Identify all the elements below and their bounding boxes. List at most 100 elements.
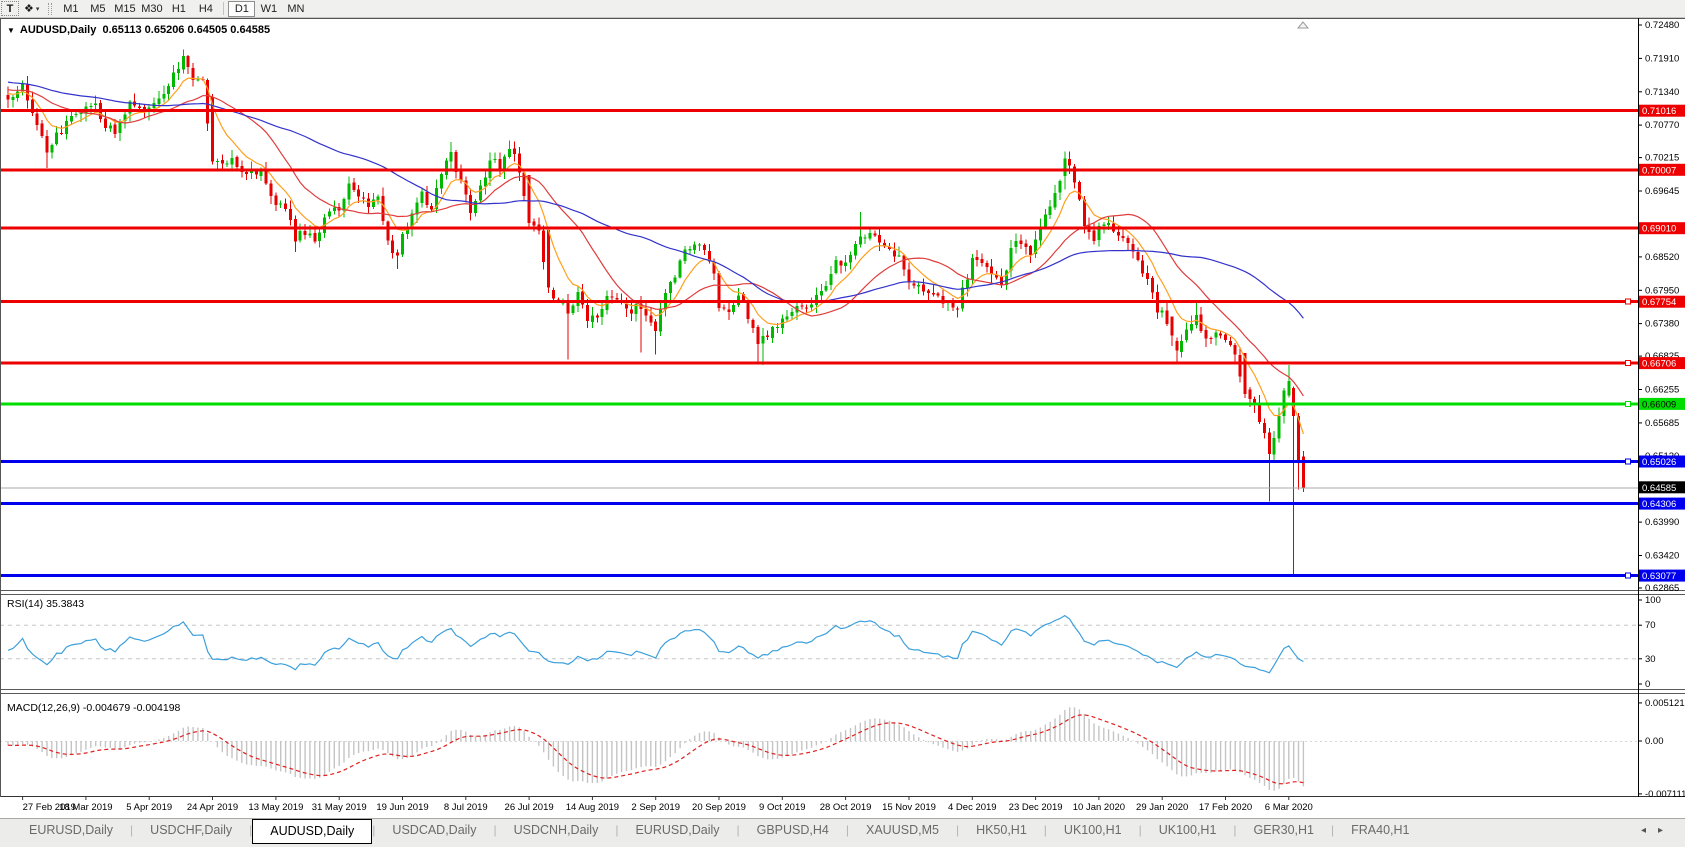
macd-name: MACD(12,26,9) xyxy=(7,702,80,714)
chart-tab-bar: EURUSD,Daily | USDCHF,Daily | AUDUSD,Daily | U… xyxy=(0,818,1685,847)
tab-divider: | xyxy=(249,823,253,837)
svg-text:27 Feb 2019: 27 Feb 2019 xyxy=(23,802,76,813)
svg-text:9 Oct 2019: 9 Oct 2019 xyxy=(759,802,805,813)
svg-text:0: 0 xyxy=(1645,679,1650,690)
macd-histogram xyxy=(7,707,1305,791)
toolbar-grip[interactable] xyxy=(48,2,53,15)
svg-text:0.71340: 0.71340 xyxy=(1645,87,1679,98)
timeframe-button-w1[interactable]: W1 xyxy=(260,2,278,15)
svg-text:4 Dec 2019: 4 Dec 2019 xyxy=(948,802,997,813)
chart-shift-marker-icon[interactable] xyxy=(1296,21,1310,29)
svg-text:0.67754: 0.67754 xyxy=(1642,297,1676,308)
chart-tab-uk100-h1[interactable]: UK100,H1 xyxy=(1063,823,1122,837)
symbol-name: AUDUSD,Daily xyxy=(19,24,97,36)
svg-text:17 Feb 2020: 17 Feb 2020 xyxy=(1199,802,1252,813)
tab-scroll-arrows[interactable]: ◂▸ xyxy=(1641,825,1675,836)
timeframe-button-m5[interactable]: M5 xyxy=(90,2,106,15)
tab-divider: | xyxy=(955,823,960,837)
chart-symbol-title[interactable]: ▼ AUDUSD,Daily 0.65113 0.65206 0.64505 0.… xyxy=(7,24,270,36)
svg-text:5 Apr 2019: 5 Apr 2019 xyxy=(126,802,172,813)
svg-text:0.70215: 0.70215 xyxy=(1645,153,1679,164)
timeframe-button-d1[interactable]: D1 xyxy=(228,0,256,17)
candles-layer xyxy=(6,49,1305,576)
svg-text:18 Mar 2019: 18 Mar 2019 xyxy=(59,802,112,813)
chart-tab-uk100-h1[interactable]: UK100,H1 xyxy=(1158,823,1217,837)
panel-frame xyxy=(0,18,1685,797)
tab-divider: | xyxy=(1331,823,1335,837)
chart-tab-xauusd-m5[interactable]: XAUUSD,M5 xyxy=(866,823,939,837)
svg-text:0.70770: 0.70770 xyxy=(1645,120,1679,131)
styler-icon: ❖ xyxy=(24,3,34,15)
tab-divider: | xyxy=(372,823,376,837)
svg-text:19 Jun 2019: 19 Jun 2019 xyxy=(376,802,428,813)
chart-dropdown-icon[interactable]: ▼ xyxy=(7,26,15,35)
svg-text:0.71016: 0.71016 xyxy=(1642,106,1676,117)
macd-panel xyxy=(0,707,1638,791)
macd-signal-line xyxy=(7,714,1304,785)
svg-text:0.65026: 0.65026 xyxy=(1642,457,1676,468)
tab-divider: | xyxy=(1043,823,1047,837)
chevron-down-icon: ▾ xyxy=(35,5,40,13)
chart-tab-gbpusd-h4[interactable]: GBPUSD,H4 xyxy=(756,823,829,837)
rsi-indicator-label: RSI(14) 35.3843 xyxy=(7,598,84,610)
rsi-panel xyxy=(0,614,1638,674)
chart-tab-audusd-daily[interactable]: AUDUSD,Daily xyxy=(252,819,373,844)
svg-text:0.72480: 0.72480 xyxy=(1645,20,1679,31)
chart-tab-ger30-h1[interactable]: GER30,H1 xyxy=(1253,823,1314,837)
svg-text:0.62865: 0.62865 xyxy=(1645,583,1679,594)
chart-tab-eurusd-daily[interactable]: EURUSD,Daily xyxy=(29,823,114,837)
chart-tab-hk50-h1[interactable]: HK50,H1 xyxy=(976,823,1027,837)
svg-text:31 May 2019: 31 May 2019 xyxy=(312,802,367,813)
tab-scroll-right-icon[interactable]: ▸ xyxy=(1657,825,1675,836)
timeframe-button-m30[interactable]: M30 xyxy=(141,2,163,15)
chart-tab-eurusd-daily[interactable]: EURUSD,Daily xyxy=(635,823,720,837)
svg-text:0.64585: 0.64585 xyxy=(1642,483,1676,494)
tab-divider: | xyxy=(493,823,497,837)
timeframe-button-mn[interactable]: MN xyxy=(287,2,305,15)
rsi-line xyxy=(7,614,1304,674)
chart-canvas[interactable]: 0.72480 0.71910 0.71340 0.70770 0.70215 0.696… xyxy=(0,18,1685,818)
tab-divider: | xyxy=(845,823,849,837)
text-tool-button[interactable]: T xyxy=(1,1,19,16)
svg-text:0.63077: 0.63077 xyxy=(1642,571,1676,582)
ma-sma20-line xyxy=(7,89,1304,397)
svg-text:0.66706: 0.66706 xyxy=(1642,359,1676,370)
svg-text:0.64306: 0.64306 xyxy=(1642,499,1676,510)
svg-text:24 Apr 2019: 24 Apr 2019 xyxy=(187,802,238,813)
svg-text:26 Jul 2019: 26 Jul 2019 xyxy=(505,802,554,813)
svg-text:0.69010: 0.69010 xyxy=(1642,224,1676,235)
timeframe-button-m1[interactable]: M1 xyxy=(63,2,79,15)
svg-text:0.66825: 0.66825 xyxy=(1645,351,1679,362)
svg-text:30: 30 xyxy=(1645,654,1656,665)
svg-text:0.71910: 0.71910 xyxy=(1645,53,1679,64)
tab-divider: | xyxy=(1138,823,1142,837)
timeframe-button-h1[interactable]: H1 xyxy=(171,2,186,15)
svg-text:8 Jul 2019: 8 Jul 2019 xyxy=(444,802,488,813)
svg-text:0.70007: 0.70007 xyxy=(1642,165,1676,176)
chart-tab-usdcad-daily[interactable]: USDCAD,Daily xyxy=(392,823,477,837)
svg-text:0.69645: 0.69645 xyxy=(1645,186,1679,197)
chart-tab-usdchf-daily[interactable]: USDCHF,Daily xyxy=(150,823,233,837)
toolbar-separator xyxy=(223,2,225,15)
svg-text:100: 100 xyxy=(1645,595,1661,606)
ma-sma50-line xyxy=(7,81,1304,319)
price-tags: 0.71016 0.70007 0.69010 0.67754 0.66706 0.660… xyxy=(1639,104,1685,582)
tab-divider: | xyxy=(130,823,134,837)
svg-text:0.00: 0.00 xyxy=(1645,736,1664,747)
chart-area[interactable]: 0.72480 0.71910 0.71340 0.70770 0.70215 0.696… xyxy=(0,18,1685,818)
hline-objects[interactable] xyxy=(0,109,1638,579)
svg-text:2 Sep 2019: 2 Sep 2019 xyxy=(631,802,680,813)
svg-text:0.66255: 0.66255 xyxy=(1645,385,1679,396)
styler-button[interactable]: ❖ ▾ xyxy=(21,1,42,16)
tab-scroll-left-icon[interactable]: ◂ xyxy=(1640,825,1658,836)
svg-text:10 Jan 2020: 10 Jan 2020 xyxy=(1073,802,1125,813)
svg-text:0.65685: 0.65685 xyxy=(1645,418,1679,429)
svg-text:15 Nov 2019: 15 Nov 2019 xyxy=(882,802,936,813)
svg-text:0.67950: 0.67950 xyxy=(1645,285,1679,296)
timeframe-button-h4[interactable]: H4 xyxy=(198,2,213,15)
chart-tab-fra40-h1[interactable]: FRA40,H1 xyxy=(1351,823,1410,837)
chart-tab-usdcnh-daily[interactable]: USDCNH,Daily xyxy=(513,823,599,837)
timeframe-button-m15[interactable]: M15 xyxy=(114,2,136,15)
